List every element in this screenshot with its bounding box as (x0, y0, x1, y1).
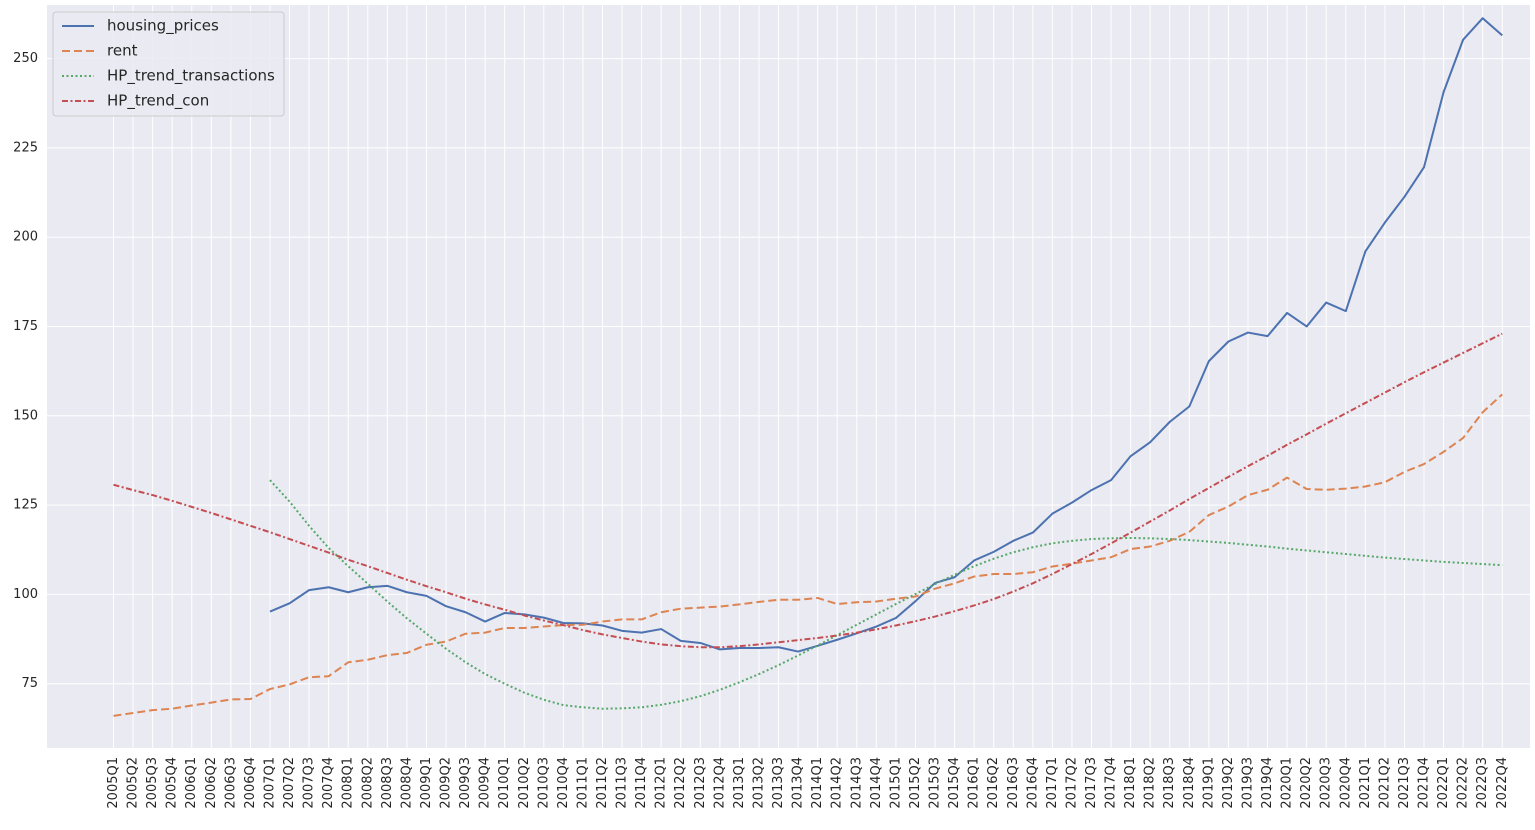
y-tick-label: 100 (13, 587, 38, 602)
x-tick-label: 2019Q3 (1240, 757, 1255, 809)
x-tick-label: 2016Q1 (967, 757, 982, 809)
legend-label: rent (107, 42, 138, 60)
y-axis-ticks: 75 100 125 150 175 200 225 250 (13, 51, 38, 691)
x-tick-label: 2011Q4 (634, 757, 649, 809)
x-tick-label: 2008Q1 (341, 757, 356, 809)
x-tick-label: 2020Q4 (1338, 757, 1353, 809)
x-tick-label: 2014Q3 (849, 757, 864, 809)
x-tick-label: 2006Q1 (184, 757, 199, 809)
x-tick-label: 2016Q2 (986, 757, 1001, 809)
x-tick-label: 2006Q3 (223, 757, 238, 809)
x-tick-label: 2017Q4 (1104, 757, 1119, 809)
x-tick-label: 2013Q1 (732, 757, 747, 809)
x-tick-label: 2020Q2 (1299, 757, 1314, 809)
x-tick-label: 2018Q2 (1143, 757, 1158, 809)
x-tick-label: 2005Q1 (106, 757, 121, 809)
x-axis-ticks: 2005Q1 2005Q2 2005Q3 2005Q4 2006Q1 2006Q2 2006… (106, 757, 1510, 809)
legend-label: HP_trend_con (107, 92, 209, 111)
x-tick-label: 2013Q3 (771, 757, 786, 809)
x-tick-label: 2009Q1 (419, 757, 434, 809)
y-tick-label: 175 (13, 319, 38, 334)
x-tick-label: 2015Q3 (928, 757, 943, 809)
y-tick-label: 250 (13, 51, 38, 66)
y-tick-label: 75 (21, 676, 38, 691)
x-tick-label: 2021Q1 (1358, 757, 1373, 809)
x-tick-label: 2021Q2 (1377, 757, 1392, 809)
x-tick-label: 2018Q4 (1182, 757, 1197, 809)
y-tick-label: 150 (13, 408, 38, 423)
x-tick-label: 2018Q3 (1162, 757, 1177, 809)
x-tick-label: 2011Q3 (615, 757, 630, 809)
x-tick-label: 2009Q3 (458, 757, 473, 809)
x-tick-label: 2022Q4 (1495, 757, 1510, 809)
x-tick-label: 2020Q1 (1280, 757, 1295, 809)
grid-lines (47, 5, 1530, 748)
series-lines (113, 17, 1503, 717)
x-tick-label: 2016Q4 (1025, 757, 1040, 809)
legend-label: HP_trend_transactions (107, 67, 275, 86)
legend-label: housing_prices (107, 17, 219, 36)
series-line-rent (113, 393, 1503, 717)
legend-box (52, 11, 285, 117)
x-tick-label: 2006Q4 (243, 757, 258, 809)
x-tick-label: 2005Q4 (165, 757, 180, 809)
x-tick-label: 2019Q4 (1260, 757, 1275, 809)
x-tick-label: 2019Q2 (1221, 757, 1236, 809)
x-tick-label: 2008Q4 (399, 757, 414, 809)
series-line-hp-trend-transactions (269, 479, 1503, 710)
x-tick-label: 2010Q2 (517, 757, 532, 809)
x-tick-label: 2013Q4 (791, 757, 806, 809)
y-tick-label: 125 (13, 498, 38, 513)
x-tick-label: 2009Q2 (439, 757, 454, 809)
x-tick-label: 2011Q2 (595, 757, 610, 809)
x-tick-label: 2013Q2 (751, 757, 766, 809)
x-tick-label: 2014Q2 (830, 757, 845, 809)
x-tick-label: 2017Q3 (1084, 757, 1099, 809)
x-tick-label: 2022Q1 (1436, 757, 1451, 809)
y-tick-label: 200 (13, 230, 38, 245)
x-tick-label: 2015Q2 (908, 757, 923, 809)
x-tick-label: 2010Q1 (497, 757, 512, 809)
series-line-hp-trend-con (113, 332, 1503, 649)
x-tick-label: 2015Q1 (888, 757, 903, 809)
x-tick-label: 2009Q4 (478, 757, 493, 809)
x-tick-label: 2017Q1 (1045, 757, 1060, 809)
x-tick-label: 2008Q2 (360, 757, 375, 809)
x-tick-label: 2022Q2 (1456, 757, 1471, 809)
x-tick-label: 2020Q3 (1319, 757, 1334, 809)
x-tick-label: 2014Q4 (869, 757, 884, 809)
x-tick-label: 2018Q1 (1123, 757, 1138, 809)
x-tick-label: 2007Q3 (302, 757, 317, 809)
x-tick-label: 2012Q4 (712, 757, 727, 809)
x-tick-label: 2007Q1 (262, 757, 277, 809)
x-tick-label: 2008Q3 (380, 757, 395, 809)
x-tick-label: 2005Q3 (145, 757, 160, 809)
x-tick-label: 2015Q4 (947, 757, 962, 809)
x-tick-label: 2007Q2 (282, 757, 297, 809)
x-tick-label: 2019Q1 (1201, 757, 1216, 809)
x-tick-label: 2017Q2 (1064, 757, 1079, 809)
x-tick-label: 2005Q2 (126, 757, 141, 809)
y-tick-label: 225 (13, 140, 38, 155)
x-tick-label: 2022Q3 (1475, 757, 1490, 809)
x-tick-label: 2012Q2 (673, 757, 688, 809)
x-tick-label: 2007Q4 (321, 757, 336, 809)
x-tick-label: 2010Q4 (556, 757, 571, 809)
x-tick-label: 2011Q1 (575, 757, 590, 809)
x-tick-label: 2021Q4 (1417, 757, 1432, 809)
x-tick-label: 2021Q3 (1397, 757, 1412, 809)
x-tick-label: 2016Q3 (1006, 757, 1021, 809)
x-tick-label: 2012Q1 (654, 757, 669, 809)
x-tick-label: 2012Q3 (693, 757, 708, 809)
x-tick-label: 2014Q1 (810, 757, 825, 809)
x-tick-label: 2010Q3 (536, 757, 551, 809)
plot-background (47, 5, 1530, 748)
series-line-housing-prices (269, 17, 1503, 653)
x-tick-label: 2006Q2 (204, 757, 219, 809)
